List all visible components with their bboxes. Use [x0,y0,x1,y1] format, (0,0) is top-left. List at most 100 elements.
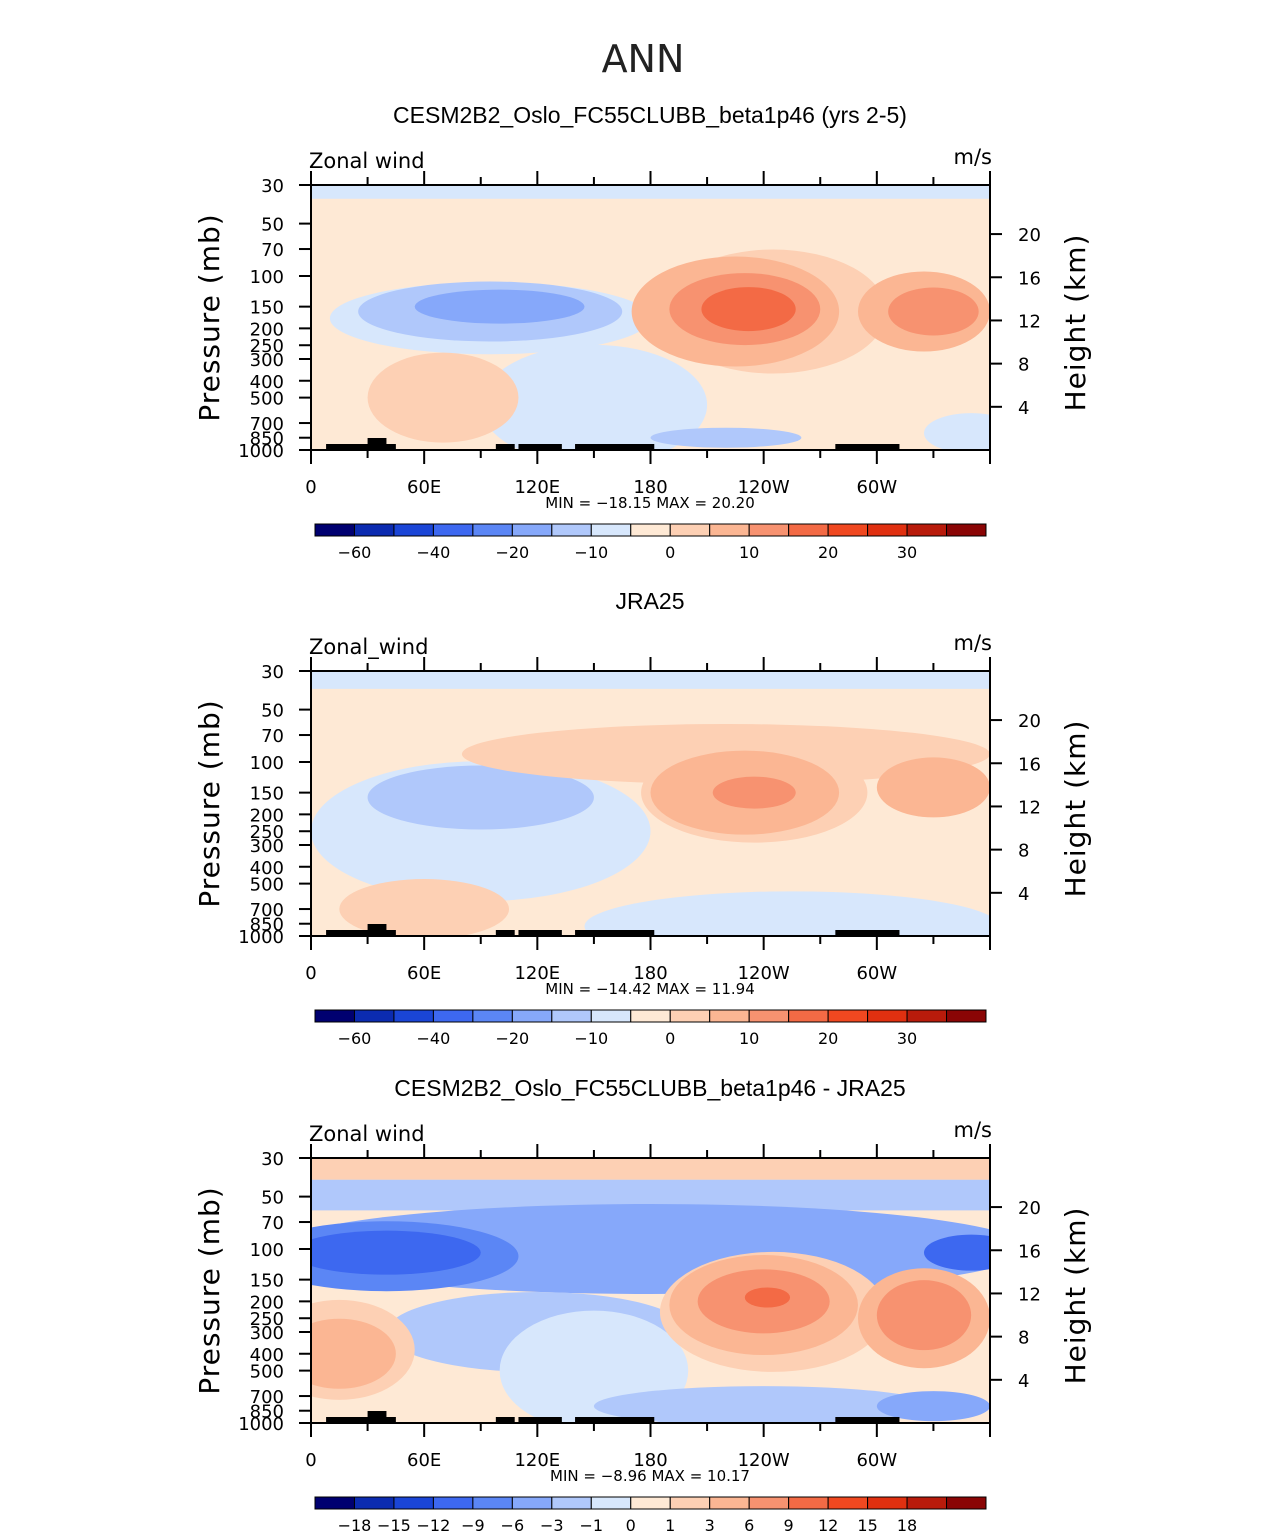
y2-tick-label: 8 [1018,841,1029,862]
contour-region [924,413,990,450]
colorbar-swatch [630,1496,671,1510]
y2-tick-label: 16 [1018,268,1041,289]
colorbar-label: −15 [377,1516,411,1531]
contour-region [367,765,594,830]
variable-label: Zonal wind [309,149,425,173]
y-tick-label: 30 [261,1149,284,1170]
colorbar-swatch [511,1496,553,1510]
colorbar-swatch [314,523,355,537]
x-tick-label: 60E [407,477,441,498]
contour-panel: CESM2B2_Oslo_FC55CLUBB_beta1p46 - JRA25 Z… [193,1075,1092,1531]
y-tick-label: 30 [261,176,284,197]
y2-tick-label: 8 [1018,355,1029,376]
y2-tick-label: 12 [1018,311,1041,332]
topography-block [835,444,900,450]
colorbar-swatch [353,1496,395,1510]
colorbar-swatch [709,1009,750,1023]
contour-region [876,1280,972,1351]
y-axis-title: Pressure (mb) [193,1186,226,1394]
x-tick-label: 60W [856,963,897,984]
y-tick-label: 400 [250,1345,284,1366]
x-tick-label: 120E [514,963,560,984]
colorbar-swatch [748,523,790,537]
contour-region [593,1386,934,1423]
contour-fill [311,1158,990,1423]
min-max-label: MIN = −8.96 MAX = 10.17 [550,1467,750,1485]
colorbar-label: −10 [574,1029,608,1048]
y-axis-title: Pressure (mb) [193,699,226,907]
colorbar: −18 −15 −12 −9 −6 −3 −1 0 1 3 6 9 12 15 18 [314,1496,987,1531]
colorbar-label: 9 [784,1516,794,1531]
contour-fill [311,185,990,450]
figure-title: ANN [602,37,685,81]
x-tick-label: 60W [856,477,897,498]
y-tick-label: 500 [250,875,284,896]
y-tick-label: 700 [250,414,284,435]
y2-tick-label: 12 [1018,797,1041,818]
x-tick-label: 120W [738,477,790,498]
topography-block [326,1417,396,1423]
topography-block [518,1417,562,1423]
y2-tick-label: 16 [1018,754,1041,775]
y-tick-label: 200 [250,319,284,340]
y-tick-label: 200 [250,805,284,826]
colorbar-label: −9 [461,1516,485,1531]
y-tick-label: 400 [250,372,284,393]
colorbar-label: 0 [665,543,675,562]
colorbar-swatch [590,1496,632,1510]
y-tick-label: 250 [250,1309,284,1330]
panel-title: CESM2B2_Oslo_FC55CLUBB_beta1p46 (yrs 2-5… [393,102,907,128]
topography-block [495,444,515,450]
units-label: m/s [954,1118,992,1142]
contour-region [876,1391,990,1422]
contour-region [876,757,990,818]
colorbar-swatch [946,1009,987,1023]
colorbar-swatch [432,1496,474,1510]
topography-block [367,438,387,450]
y2-tick-label: 4 [1018,398,1029,419]
colorbar-swatch [393,523,434,537]
y-tick-label: 1000 [238,1414,284,1435]
topography-block [835,930,900,936]
colorbar-label: 15 [857,1516,877,1531]
topography-block [575,444,655,450]
colorbar-label: 10 [739,1029,759,1048]
x-tick-label: 0 [305,963,316,984]
topography-block [835,1417,900,1423]
colorbar-label: 30 [897,543,917,562]
colorbar-swatch [946,523,987,537]
x-tick-label: 120E [514,477,560,498]
colorbar-label: −60 [338,543,372,562]
contour-region [888,287,979,336]
colorbar-swatch [353,1009,395,1023]
y-tick-label: 70 [261,240,284,261]
colorbar-label: −60 [338,1029,372,1048]
x-tick-label: 180 [633,963,667,984]
min-max-label: MIN = −14.42 MAX = 11.94 [545,980,755,998]
y-tick-label: 400 [250,858,284,879]
contour-band [311,1158,990,1180]
colorbar-label: 20 [818,1029,838,1048]
y-tick-label: 500 [250,389,284,410]
colorbar-swatch [472,1009,513,1023]
colorbar-swatch [314,1009,355,1023]
colorbar-swatch [709,1496,750,1510]
y-tick-label: 100 [250,267,284,288]
y-tick-label: 300 [250,350,284,371]
y-tick-label: 50 [261,701,284,722]
y-tick-label: 50 [261,215,284,236]
colorbar-label: 30 [897,1029,917,1048]
topography-block [575,1417,655,1423]
topography-block [518,930,562,936]
y-axis-title: Pressure (mb) [193,213,226,421]
colorbar-swatch [669,1496,711,1510]
colorbar-swatch [867,1009,908,1023]
colorbar-swatch [788,1009,829,1023]
x-tick-label: 60W [856,1450,897,1471]
colorbar-swatch [827,523,869,537]
topography-block [367,1411,387,1423]
colorbar-label: −1 [579,1516,603,1531]
contour-region [744,1287,791,1308]
colorbar-swatch [748,1009,790,1023]
